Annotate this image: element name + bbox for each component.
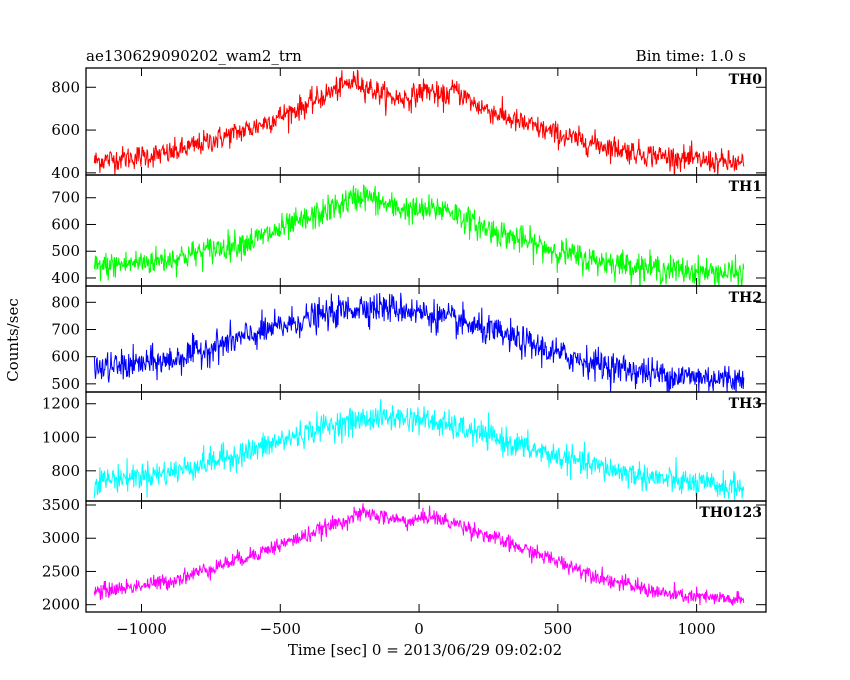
series-line-th0: [93, 69, 745, 175]
y-tick-label: 400: [51, 269, 80, 287]
panels-layer: 400 600 800 TH0 400 500 600 700 TH1 500 600 700 800 T…: [42, 67, 767, 614]
y-tick-label: 600: [51, 121, 80, 139]
y-tick-label: 700: [51, 320, 80, 338]
bin-time-label: Bin time: 1.0 s: [636, 47, 746, 65]
x-tick-label: 0: [414, 620, 424, 638]
y-tick-label: 600: [51, 348, 80, 366]
y-tick-label: 500: [51, 242, 80, 260]
y-tick-label: 800: [51, 78, 80, 96]
series-label-th0123: TH0123: [699, 505, 762, 521]
y-tick-label: 2500: [42, 562, 80, 580]
y-tick-label: 2000: [42, 596, 80, 614]
x-tick-label: −500: [260, 620, 301, 638]
y-tick-label: 600: [51, 215, 80, 233]
y-axis-title: Counts/sec: [4, 298, 22, 382]
series-label-th1: TH1: [729, 179, 762, 195]
series-label-th2: TH2: [729, 290, 762, 306]
x-tick-label: −1000: [116, 620, 167, 638]
y-tick-label: 800: [51, 293, 80, 311]
series-line-th2: [93, 292, 745, 392]
x-tick-label: 1000: [678, 620, 716, 638]
panel-frame: [85, 174, 767, 287]
panel-th3: 800 1000 1200 TH3: [42, 391, 767, 502]
panel-th0123: 2000 2500 3000 3500 TH0123: [42, 496, 767, 614]
series-line-th1: [93, 184, 745, 286]
panel-frame: [85, 391, 767, 502]
panel-th1: 400 500 600 700 TH1: [51, 174, 767, 287]
series-line-th0123: [93, 503, 745, 606]
series-label-th3: TH3: [729, 396, 762, 412]
y-tick-label: 1200: [42, 395, 80, 413]
x-tick-label: 500: [544, 620, 573, 638]
panel-frame: [85, 500, 767, 613]
y-tick-label: 500: [51, 375, 80, 393]
panel-th0: 400 600 800 TH0: [51, 67, 767, 182]
chart-title: ae130629090202_wam2_trn: [86, 47, 302, 65]
y-tick-label: 1000: [42, 428, 80, 446]
series-label-th0: TH0: [729, 72, 763, 88]
x-axis: −1000 −500 0 500 1000: [116, 620, 716, 638]
y-tick-label: 3500: [42, 496, 80, 514]
y-tick-label: 800: [51, 462, 80, 480]
y-tick-label: 400: [51, 164, 80, 182]
panel-th2: 500 600 700 800 TH2: [51, 285, 767, 393]
panel-frame: [85, 67, 767, 176]
panel-frame: [85, 285, 767, 393]
y-tick-label: 700: [51, 189, 80, 207]
y-tick-label: 3000: [42, 529, 80, 547]
x-axis-title: Time [sec] 0 = 2013/06/29 09:02:02: [288, 641, 562, 659]
series-line-th3: [93, 398, 745, 501]
